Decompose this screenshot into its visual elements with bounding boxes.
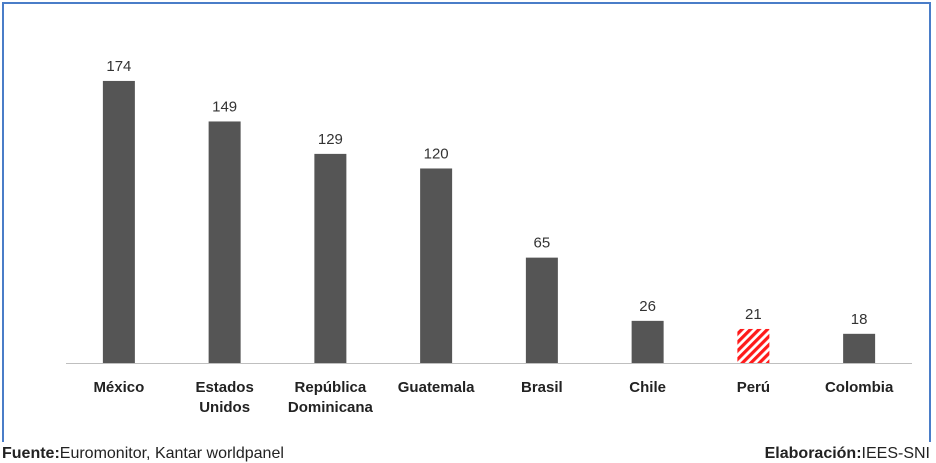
bar-4 bbox=[525, 257, 558, 363]
data-label-4: 65 bbox=[534, 235, 551, 252]
bar-5 bbox=[631, 320, 664, 363]
data-label-2: 129 bbox=[318, 131, 343, 148]
category-label-line: Unidos bbox=[199, 399, 250, 416]
data-label-6: 21 bbox=[745, 306, 762, 323]
data-label-3: 120 bbox=[424, 145, 449, 162]
category-label-3: Guatemala bbox=[398, 379, 475, 396]
category-label-2: República Dominicana bbox=[288, 379, 374, 416]
credit-note: Elaboración:IEES-SNI bbox=[765, 445, 930, 463]
category-label-line: Guatemala bbox=[398, 379, 475, 396]
category-label-5: Chile bbox=[629, 379, 666, 396]
source-label: Fuente: bbox=[2, 445, 60, 462]
category-label-line: Chile bbox=[629, 379, 666, 396]
category-label-line: Colombia bbox=[825, 379, 894, 396]
chart-frame bbox=[2, 2, 931, 442]
category-label-7: Colombia bbox=[825, 379, 894, 396]
data-label-5: 26 bbox=[639, 298, 656, 315]
category-label-line: Perú bbox=[737, 379, 770, 396]
credit-label: Elaboración: bbox=[764, 445, 862, 462]
category-label-4: Brasil bbox=[521, 379, 563, 396]
category-label-0: México bbox=[93, 379, 144, 396]
category-label-1: Estados Unidos bbox=[195, 379, 253, 416]
category-label-line: México bbox=[93, 379, 144, 396]
source-note: Fuente:Euromonitor, Kantar worldpanel bbox=[2, 445, 284, 463]
credit-text: IEES-SNI bbox=[861, 445, 930, 462]
category-label-line: Estados bbox=[195, 379, 253, 396]
data-label-0: 174 bbox=[106, 58, 131, 75]
bar-6 bbox=[737, 328, 770, 363]
source-text: Euromonitor, Kantar worldpanel bbox=[59, 445, 284, 462]
bar-0 bbox=[102, 80, 135, 364]
data-label-7: 18 bbox=[851, 311, 868, 328]
bar-1 bbox=[208, 121, 241, 363]
category-label-line: Dominicana bbox=[288, 399, 374, 416]
data-label-1: 149 bbox=[212, 98, 237, 115]
bar-2 bbox=[314, 153, 347, 363]
category-label-6: Perú bbox=[737, 379, 770, 396]
category-label-line: República bbox=[295, 379, 367, 396]
bar-7 bbox=[843, 333, 876, 363]
bar-3 bbox=[420, 168, 453, 363]
category-label-line: Brasil bbox=[521, 379, 563, 396]
